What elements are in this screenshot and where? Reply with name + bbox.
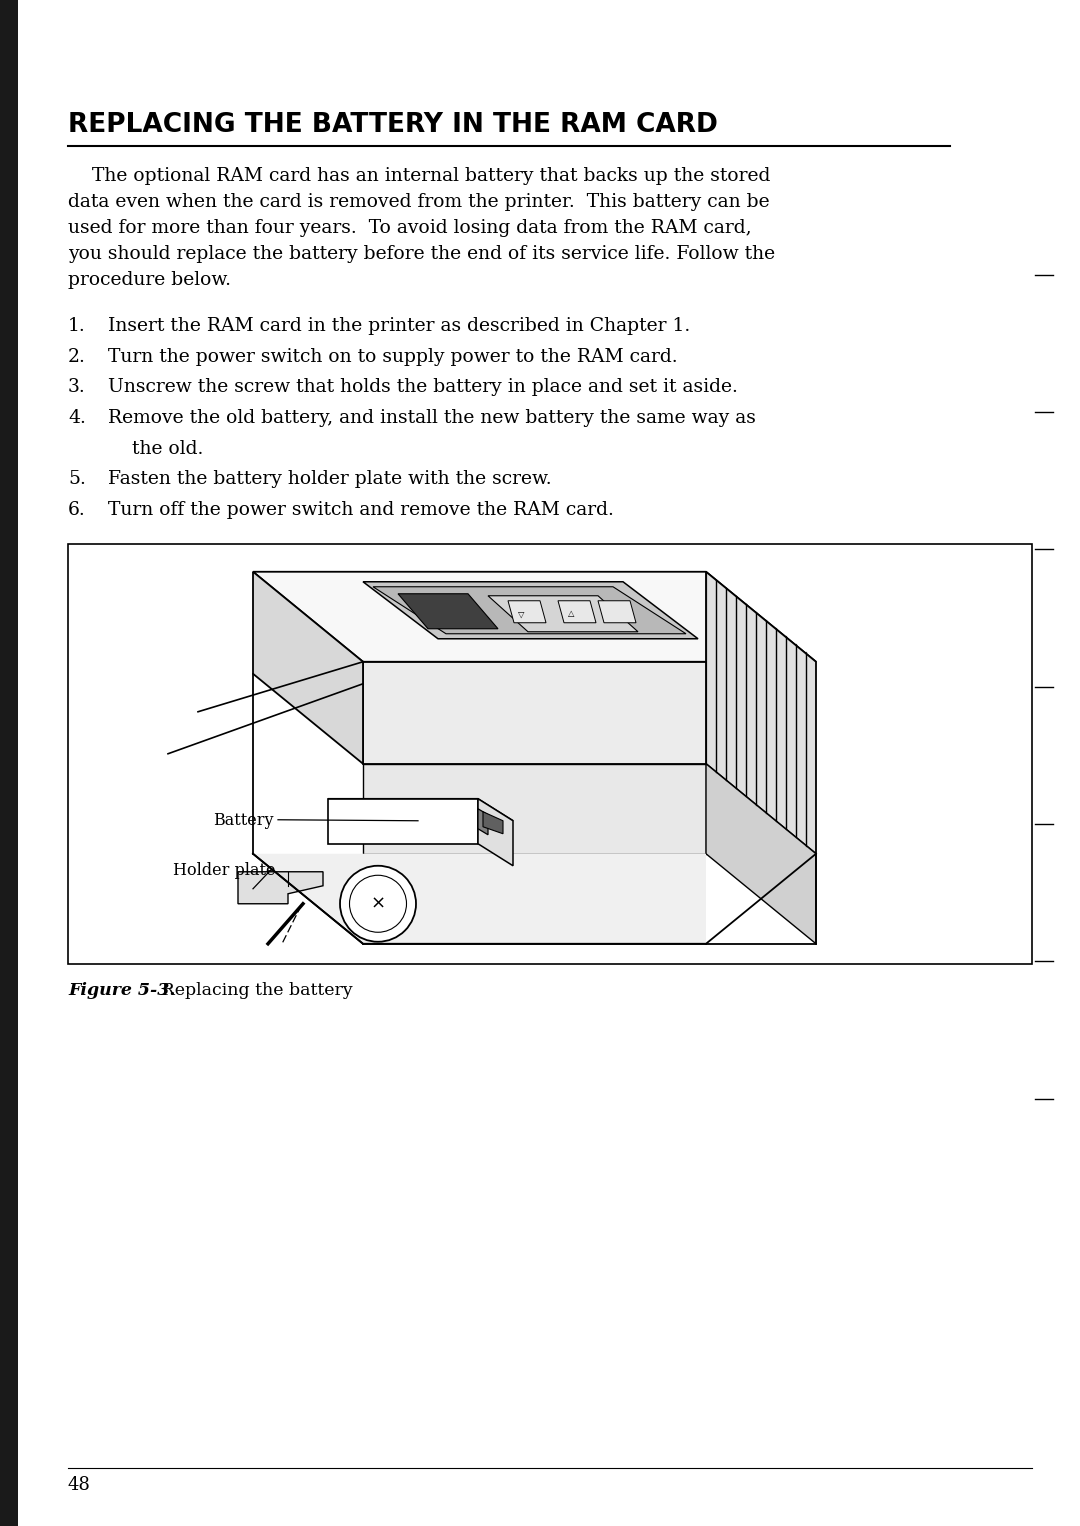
Polygon shape [373, 588, 686, 633]
Text: you should replace the battery before the end of its service life. Follow the: you should replace the battery before th… [68, 246, 775, 262]
Text: 1.: 1. [68, 317, 85, 336]
Text: 3.: 3. [68, 378, 85, 397]
Text: Replacing the battery: Replacing the battery [156, 981, 353, 998]
Text: 4.: 4. [68, 409, 86, 427]
Text: Turn off the power switch and remove the RAM card.: Turn off the power switch and remove the… [108, 501, 613, 519]
Text: 48: 48 [68, 1476, 91, 1494]
Text: data even when the card is removed from the printer.  This battery can be: data even when the card is removed from … [68, 192, 770, 211]
Text: ▽: ▽ [517, 609, 524, 618]
Polygon shape [706, 763, 816, 943]
Polygon shape [328, 798, 513, 821]
Text: Unscrew the screw that holds the battery in place and set it aside.: Unscrew the screw that holds the battery… [108, 378, 738, 397]
Polygon shape [253, 572, 816, 662]
Polygon shape [363, 763, 706, 853]
Polygon shape [253, 853, 706, 943]
Bar [68, 543, 1032, 964]
Text: Fasten the battery holder plate with the screw.: Fasten the battery holder plate with the… [108, 470, 552, 488]
Bar [0, 0, 18, 1526]
Text: Remove the old battery, and install the new battery the same way as: Remove the old battery, and install the … [108, 409, 756, 427]
Circle shape [340, 865, 416, 942]
Text: Turn the power switch on to supply power to the RAM card.: Turn the power switch on to supply power… [108, 348, 677, 366]
Polygon shape [488, 595, 638, 632]
Text: Battery: Battery [213, 812, 273, 829]
Text: procedure below.: procedure below. [68, 272, 231, 288]
Text: The optional RAM card has an internal battery that backs up the stored: The optional RAM card has an internal ba… [68, 166, 770, 185]
Polygon shape [558, 601, 596, 623]
Text: Figure 5-3.: Figure 5-3. [68, 981, 175, 998]
Polygon shape [238, 871, 323, 903]
Text: Holder plate: Holder plate [173, 862, 275, 879]
Polygon shape [253, 572, 363, 763]
Polygon shape [483, 812, 503, 833]
Text: used for more than four years.  To avoid losing data from the RAM card,: used for more than four years. To avoid … [68, 220, 752, 237]
Polygon shape [328, 798, 478, 844]
Polygon shape [363, 581, 698, 639]
Polygon shape [598, 601, 636, 623]
Text: 2.: 2. [68, 348, 86, 366]
Text: 6.: 6. [68, 501, 85, 519]
Text: REPLACING THE BATTERY IN THE RAM CARD: REPLACING THE BATTERY IN THE RAM CARD [68, 111, 718, 137]
Polygon shape [478, 798, 513, 865]
Text: △: △ [568, 609, 575, 618]
Polygon shape [508, 601, 546, 623]
Polygon shape [363, 662, 706, 763]
Text: Insert the RAM card in the printer as described in Chapter 1.: Insert the RAM card in the printer as de… [108, 317, 690, 336]
Polygon shape [706, 572, 816, 853]
Text: ×: × [370, 894, 386, 913]
Text: 5.: 5. [68, 470, 86, 488]
Polygon shape [399, 594, 498, 629]
Text: the old.: the old. [108, 439, 203, 458]
Polygon shape [478, 809, 488, 835]
